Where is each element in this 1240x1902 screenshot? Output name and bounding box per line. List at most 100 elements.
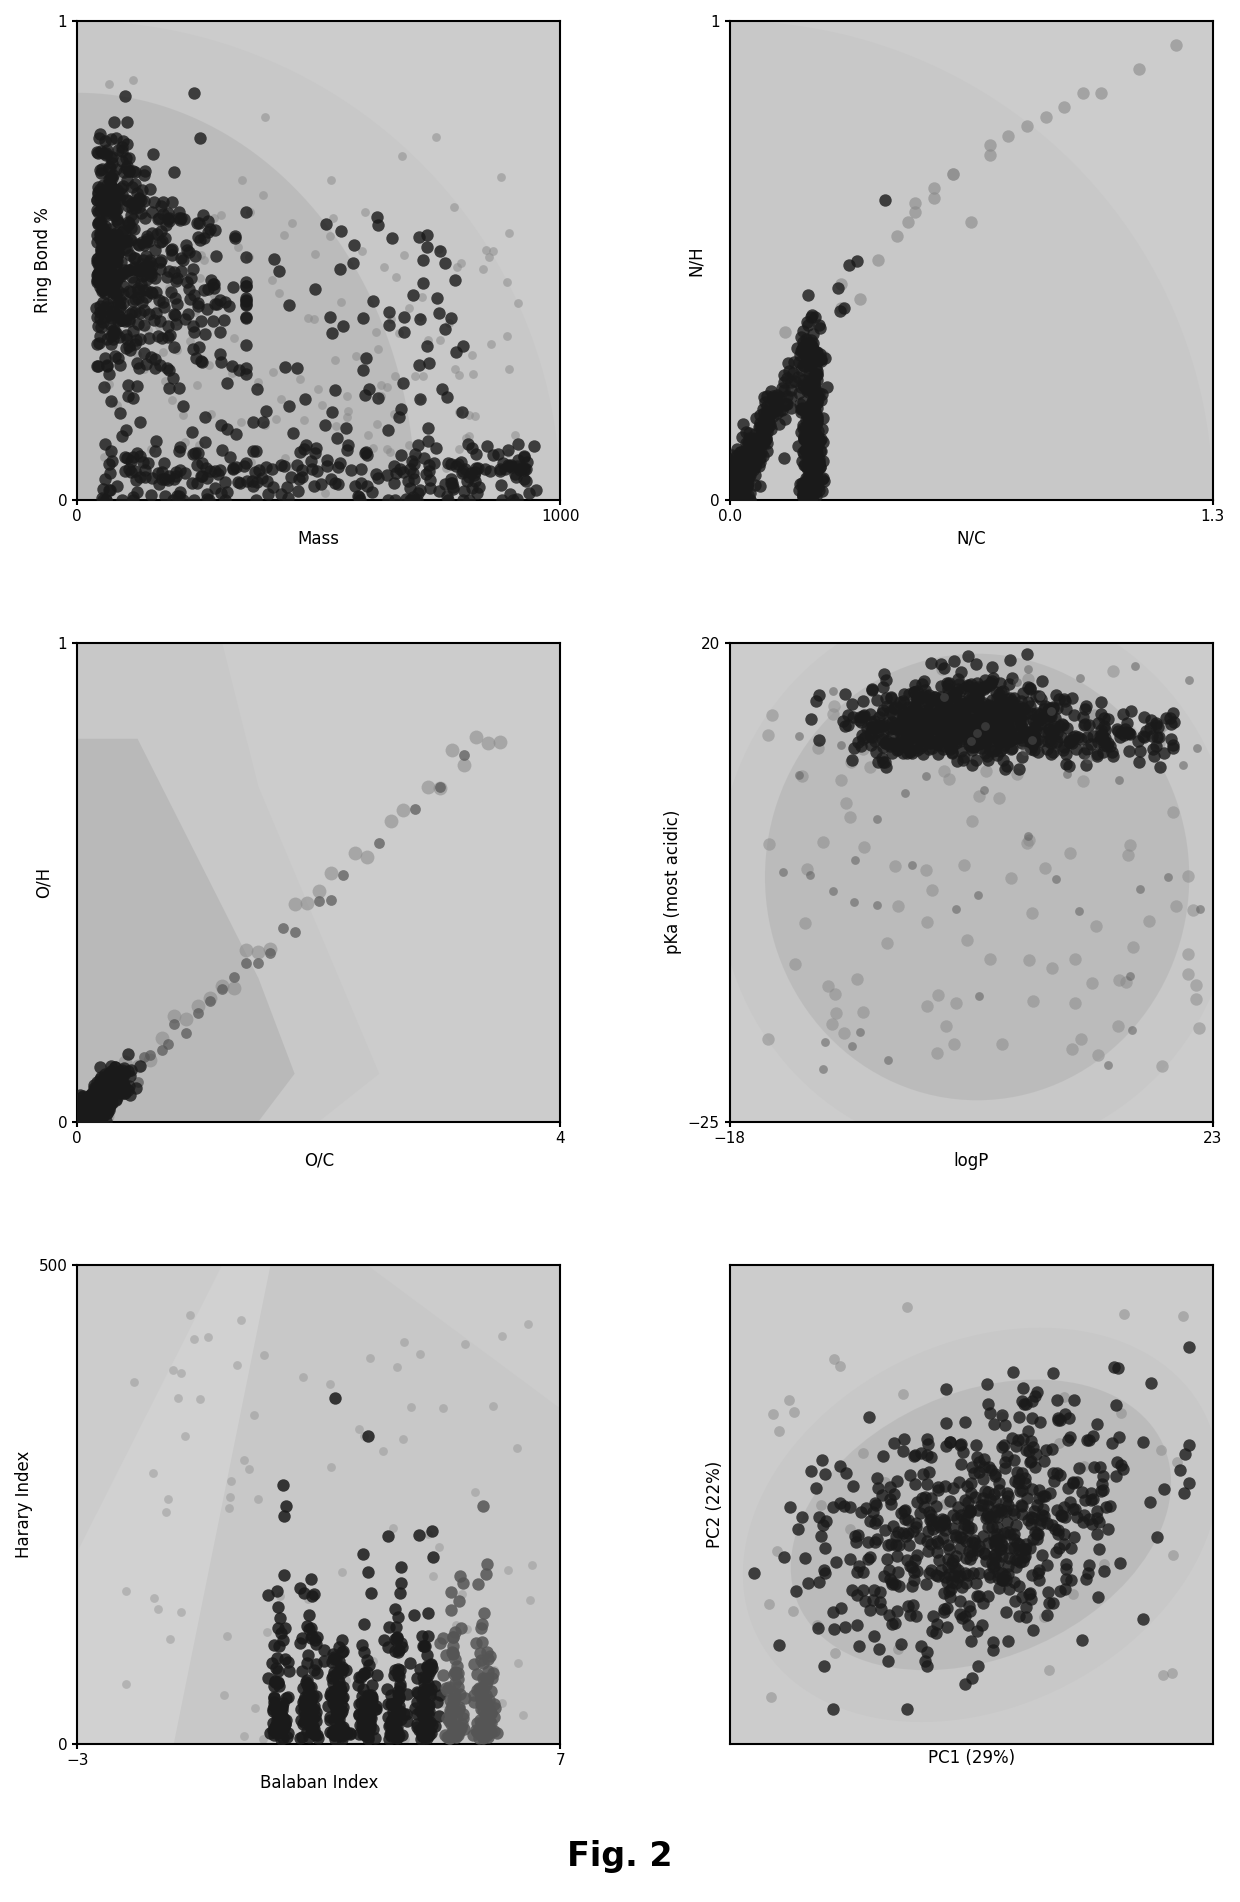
Point [804,430,823,460]
Point [500,451,520,481]
Point [913,740,932,770]
Point [745,426,765,456]
Point [880,1489,900,1520]
Point [805,335,825,365]
Point [931,671,951,702]
Point [91,1097,110,1128]
Point [490,455,510,485]
Point [838,709,858,740]
Point [1070,662,1090,692]
Point [479,1657,498,1687]
Point [1094,723,1114,753]
Point [71,1107,91,1137]
Point [894,1425,914,1455]
Point [800,458,820,489]
Point [305,238,325,268]
X-axis label: O/C: O/C [304,1153,334,1170]
Point [73,1103,93,1134]
Point [71,1099,91,1130]
Point [1087,1407,1107,1438]
Point [987,1520,1007,1550]
Point [760,409,780,439]
Point [405,793,425,824]
Point [436,1676,456,1706]
Point [99,1092,119,1122]
Point [756,424,776,455]
Point [1011,708,1030,738]
Point [93,485,113,515]
Point [212,974,232,1004]
Point [88,1088,108,1118]
Point [894,679,914,709]
Point [88,1097,108,1128]
Point [728,472,748,502]
Point [723,483,743,514]
Point [384,399,404,430]
Point [936,1010,956,1040]
Point [393,1423,413,1453]
Point [1178,959,1198,989]
Point [1052,1501,1071,1531]
Point [100,456,120,487]
Point [476,1550,496,1581]
Point [108,287,128,318]
Point [405,1693,425,1723]
Point [905,198,925,228]
Point [970,1581,990,1611]
Point [939,1544,959,1575]
Point [345,230,365,261]
Point [71,1099,91,1130]
Point [306,1697,326,1727]
Point [164,1010,184,1040]
Point [758,436,777,466]
Point [191,240,211,270]
Point [476,236,496,266]
Point [430,772,450,803]
Point [78,1101,98,1132]
Point [955,689,975,719]
Point [802,413,822,443]
Point [758,1023,777,1054]
Point [429,299,449,329]
Point [450,447,470,477]
Point [397,1706,417,1737]
Point [875,1514,895,1544]
Point [864,713,884,744]
Point [992,709,1012,740]
Point [904,690,924,721]
Point [794,422,813,453]
Point [946,1541,966,1571]
Point [766,386,786,417]
Point [410,474,430,504]
Point [98,169,118,200]
Point [428,281,448,312]
Point [91,234,110,264]
Point [755,417,775,447]
Point [92,1080,112,1111]
Point [999,725,1019,755]
Point [330,1672,350,1702]
Point [985,1525,1004,1556]
Point [148,1594,167,1624]
Point [724,447,744,477]
Point [298,1668,317,1698]
Point [480,1641,500,1672]
Point [960,721,980,751]
Point [1013,725,1033,755]
Point [301,1718,321,1748]
Point [112,217,131,247]
Point [350,1700,370,1731]
Point [946,679,966,709]
Point [722,485,742,515]
Point [725,455,745,485]
Point [795,1543,815,1573]
Point [89,1073,109,1103]
Point [362,1685,382,1716]
Point [966,689,986,719]
Point [970,981,990,1012]
Point [188,291,208,321]
Point [1025,725,1045,755]
Point [861,698,880,728]
Point [723,485,743,515]
Point [914,702,934,732]
